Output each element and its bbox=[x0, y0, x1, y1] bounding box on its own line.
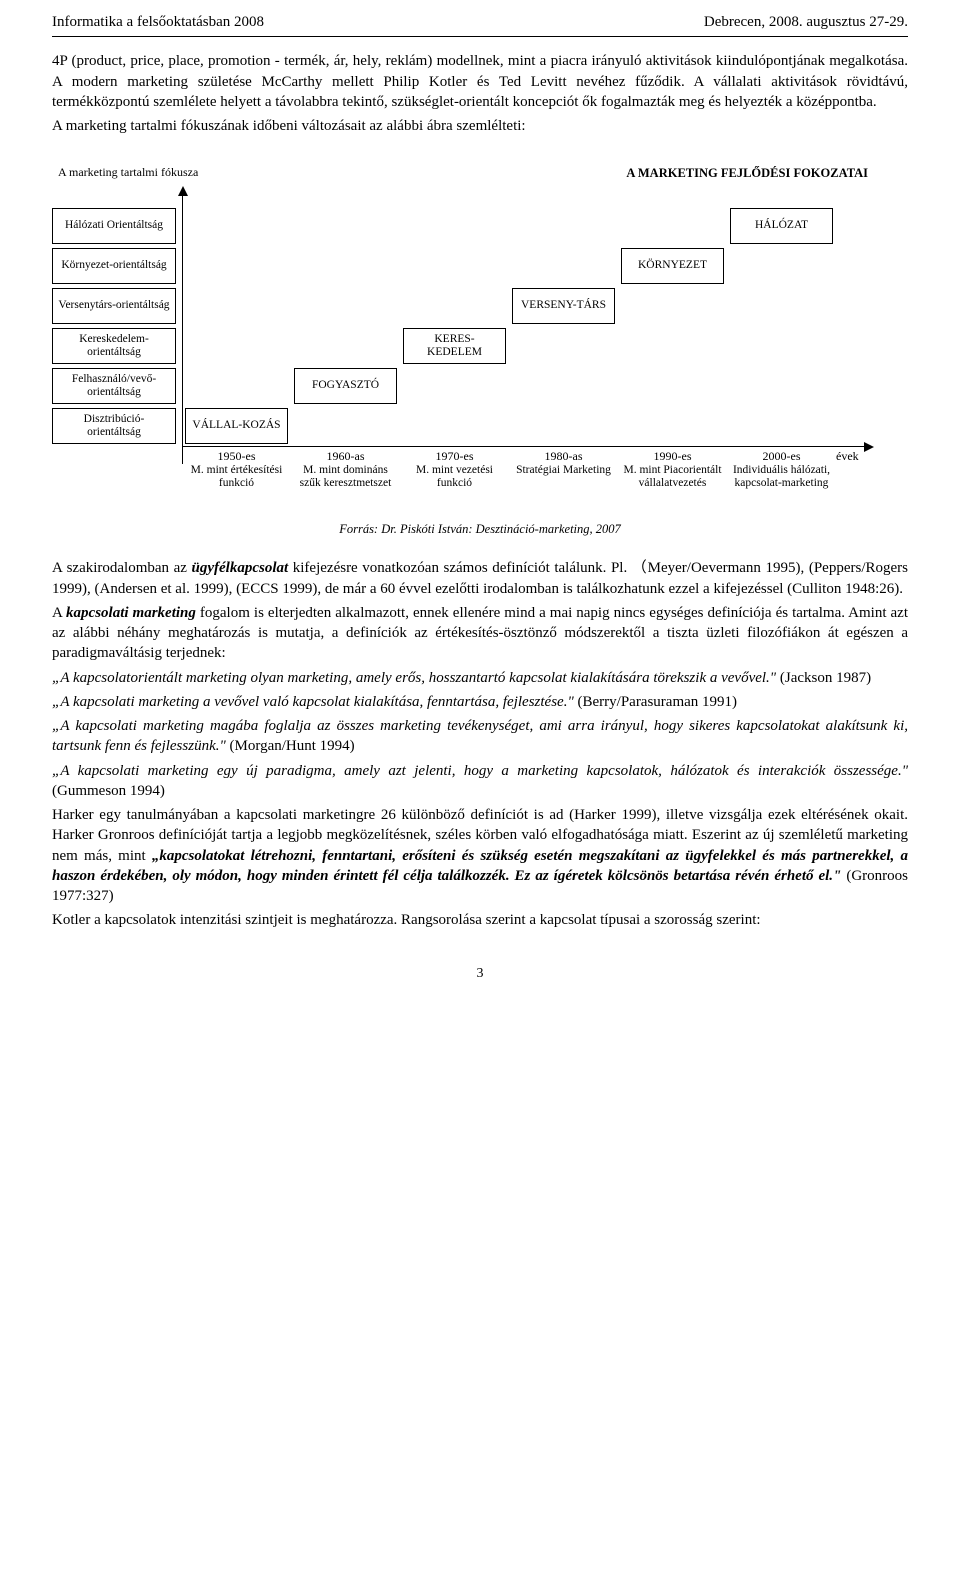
body-p2-kapcsolati: kapcsolati marketing bbox=[66, 605, 196, 621]
intro-p1: 4P (product, price, place, promotion - t… bbox=[52, 51, 908, 112]
ylabel-disztribucio: Disztribúció-orientáltság bbox=[52, 408, 176, 444]
quote-3-text: „A kapcsolati marketing magába foglalja … bbox=[52, 718, 908, 754]
body-p1-ugyfelkapcsolat: ügyfélkapcsolat bbox=[192, 560, 289, 576]
body-p1: A szakirodalomban az ügyfélkapcsolat kif… bbox=[52, 558, 908, 599]
y-axis-arrow bbox=[178, 186, 188, 196]
ylabel-halozati: Hálózati Orientáltság bbox=[52, 208, 176, 244]
quote-4-text: „A kapcsolati marketing egy új paradigma… bbox=[52, 763, 908, 779]
quote-2-cite: (Berry/Parasuraman 1991) bbox=[574, 694, 737, 710]
header-right: Debrecen, 2008. augusztus 27-29. bbox=[704, 12, 908, 32]
chart-caption: Forrás: Dr. Piskóti István: Desztináció-… bbox=[52, 522, 908, 536]
desc-1950: M. mint értékesítési funkció bbox=[182, 464, 291, 514]
quote-2: „A kapcsolati marketing a vevővel való k… bbox=[52, 692, 908, 712]
body-p2: A kapcsolati marketing fogalom is elterj… bbox=[52, 603, 908, 664]
desc-1990: M. mint Piacorientált vállalatvezetés bbox=[618, 464, 727, 514]
quote-3: „A kapcsolati marketing magába foglalja … bbox=[52, 716, 908, 757]
marketing-evolution-chart: A marketing tartalmi fókusza A MARKETING… bbox=[52, 166, 908, 536]
step-kereskedelem: KERES-KEDELEM bbox=[403, 328, 506, 364]
step-kornyezet: KÖRNYEZET bbox=[621, 248, 724, 284]
y-axis bbox=[182, 188, 291, 464]
desc-1970: M. mint vezetési funkció bbox=[400, 464, 509, 514]
quote-1-text: „A kapcsolatorientált marketing olyan ma… bbox=[52, 670, 776, 686]
chart-left-title: A marketing tartalmi fókusza bbox=[58, 166, 198, 180]
page-number: 3 bbox=[52, 965, 908, 984]
desc-1960: M. mint domináns szűk keresztmetszet bbox=[291, 464, 400, 514]
body-p1a: A szakirodalomban az bbox=[52, 560, 192, 576]
step-fogyaszto: FOGYASZTÓ bbox=[294, 368, 397, 404]
body-p3-bold: „kapcsolatokat létrehozni, fenntartani, … bbox=[52, 848, 908, 884]
quote-3-cite: (Morgan/Hunt 1994) bbox=[226, 738, 355, 754]
quote-4-cite: (Gummeson 1994) bbox=[52, 783, 165, 799]
body-p3: Harker egy tanulmányában a kapcsolati ma… bbox=[52, 805, 908, 906]
step-versenytars: VERSENY-TÁRS bbox=[512, 288, 615, 324]
quote-4: „A kapcsolati marketing egy új paradigma… bbox=[52, 761, 908, 802]
chart-grid: Hálózati Orientáltság Környezet-orientál… bbox=[52, 188, 908, 514]
x-axis bbox=[182, 446, 872, 464]
step-halozat: HÁLÓZAT bbox=[730, 208, 833, 244]
ylabel-kereskedelem: Kereskedelem-orientáltság bbox=[52, 328, 176, 364]
ylabel-versenytars: Versenytárs-orientáltság bbox=[52, 288, 176, 324]
desc-1980: Stratégiai Marketing bbox=[509, 464, 618, 514]
intro-p2: A marketing tartalmi fókuszának időbeni … bbox=[52, 116, 908, 136]
desc-2000: Individuális hálózati, kapcsolat-marketi… bbox=[727, 464, 836, 514]
chart-right-title: A MARKETING FEJLŐDÉSI FOKOZATAI bbox=[626, 166, 868, 184]
header-left: Informatika a felsőoktatásban 2008 bbox=[52, 12, 264, 32]
quote-1: „A kapcsolatorientált marketing olyan ma… bbox=[52, 668, 908, 688]
x-axis-arrow bbox=[864, 442, 874, 452]
ylabel-kornyezet: Környezet-orientáltság bbox=[52, 248, 176, 284]
body-p4: Kotler a kapcsolatok intenzitási szintje… bbox=[52, 910, 908, 930]
ylabel-felhasznalo: Felhasználó/vevő-orientáltság bbox=[52, 368, 176, 404]
body-p2a: A bbox=[52, 605, 66, 621]
quote-2-text: „A kapcsolati marketing a vevővel való k… bbox=[52, 694, 574, 710]
quote-1-cite: (Jackson 1987) bbox=[776, 670, 871, 686]
header-rule bbox=[52, 36, 908, 37]
